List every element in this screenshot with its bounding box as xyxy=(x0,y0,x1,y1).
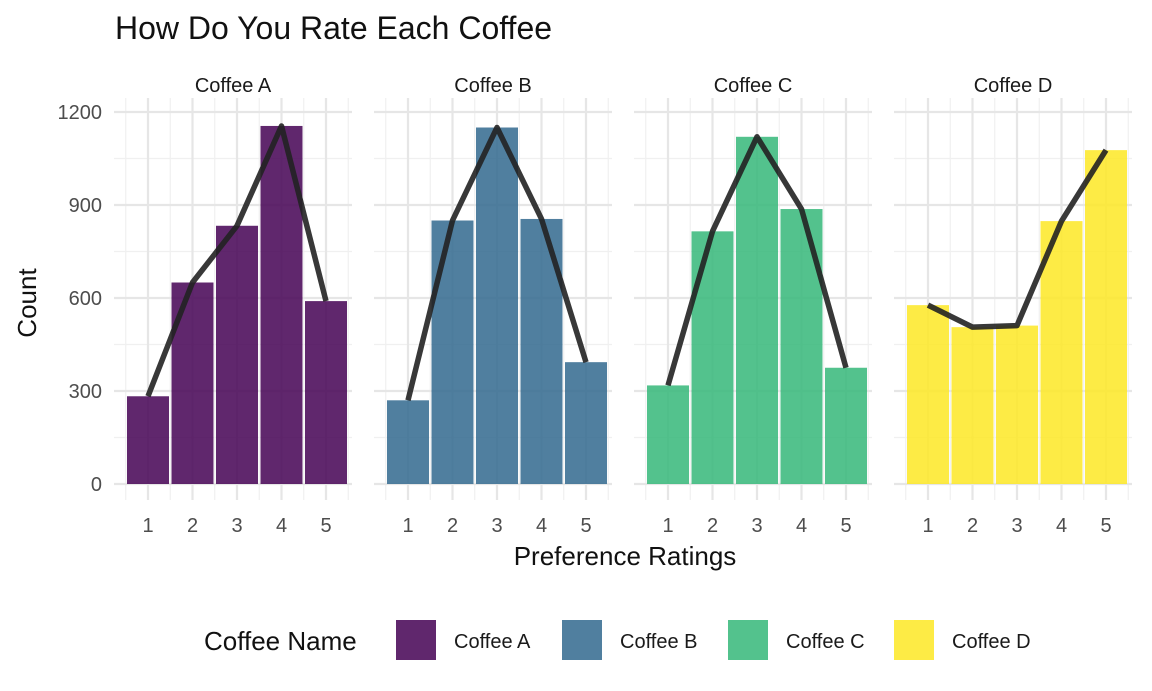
y-tick-label: 1200 xyxy=(58,102,103,124)
bar xyxy=(907,305,949,484)
x-tick-label: 1 xyxy=(922,515,933,537)
trend-line xyxy=(405,124,589,401)
x-tick-label: 1 xyxy=(142,515,153,537)
trend-line xyxy=(145,123,329,398)
legend: Coffee Name Coffee A Coffee B Coffee C Coffe… xyxy=(204,620,1031,660)
bar xyxy=(476,127,518,484)
facet-panel: Coffee B 1 2 3 4 5 xyxy=(374,75,612,537)
legend-label: Coffee A xyxy=(454,631,531,653)
trend-line xyxy=(926,148,1109,330)
bar xyxy=(127,396,169,484)
x-tick-label: 3 xyxy=(751,515,762,537)
bar xyxy=(951,327,994,484)
bar xyxy=(780,209,823,484)
x-tick-label: 4 xyxy=(276,515,287,537)
legend-title: Coffee Name xyxy=(204,626,357,656)
bar xyxy=(825,367,867,484)
y-axis-label: Count xyxy=(12,268,42,338)
x-tick-label: 3 xyxy=(231,515,242,537)
bar xyxy=(565,362,607,484)
bar xyxy=(305,301,347,484)
facet-label: Coffee A xyxy=(195,75,272,97)
x-tick-label: 1 xyxy=(402,515,413,537)
x-tick-label: 2 xyxy=(967,515,978,537)
y-tick-label: 0 xyxy=(91,474,102,496)
bar xyxy=(431,220,474,484)
x-tick-label: 1 xyxy=(662,515,673,537)
legend-swatch xyxy=(562,620,602,660)
legend-label: Coffee D xyxy=(952,631,1031,653)
x-tick-label: 3 xyxy=(491,515,502,537)
x-tick-label: 4 xyxy=(796,515,807,537)
legend-swatch xyxy=(728,620,768,660)
chart-title: How Do You Rate Each Coffee xyxy=(115,10,552,46)
bar xyxy=(216,225,258,484)
facet-panel: Coffee C 1 2 3 4 5 xyxy=(634,75,872,537)
x-tick-label: 2 xyxy=(187,515,198,537)
x-tick-label: 5 xyxy=(840,515,851,537)
bar xyxy=(1085,150,1127,484)
x-axis-label: Preference Ratings xyxy=(514,541,737,571)
legend-label: Coffee C xyxy=(786,631,865,653)
x-tick-label: 5 xyxy=(1100,515,1111,537)
bar xyxy=(387,400,429,484)
facet-label: Coffee B xyxy=(454,75,531,97)
x-tick-label: 2 xyxy=(707,515,718,537)
facet-label: Coffee C xyxy=(714,75,793,97)
y-tick-label: 300 xyxy=(69,381,102,403)
legend-swatch xyxy=(894,620,934,660)
x-tick-label: 3 xyxy=(1011,515,1022,537)
x-tick-label: 5 xyxy=(580,515,591,537)
bar xyxy=(736,136,778,485)
legend-label: Coffee B xyxy=(620,631,697,653)
facet-panel: Coffee D 1 2 3 4 5 xyxy=(894,75,1132,537)
bar xyxy=(691,231,734,484)
x-tick-label: 5 xyxy=(320,515,331,537)
trend-line xyxy=(665,134,849,387)
bar xyxy=(996,325,1038,484)
x-tick-label: 4 xyxy=(1056,515,1067,537)
x-tick-label: 4 xyxy=(536,515,547,537)
facet-label: Coffee D xyxy=(974,75,1053,97)
y-tick-label: 900 xyxy=(69,195,102,217)
bar xyxy=(647,385,689,484)
facet-panel: Coffee A 1 2 3 4 5 xyxy=(114,75,352,537)
legend-swatch xyxy=(396,620,436,660)
y-tick-label: 600 xyxy=(69,288,102,310)
x-tick-label: 2 xyxy=(447,515,458,537)
y-axis: 0 300 600 900 1200 xyxy=(58,102,103,496)
bar xyxy=(1040,221,1083,484)
